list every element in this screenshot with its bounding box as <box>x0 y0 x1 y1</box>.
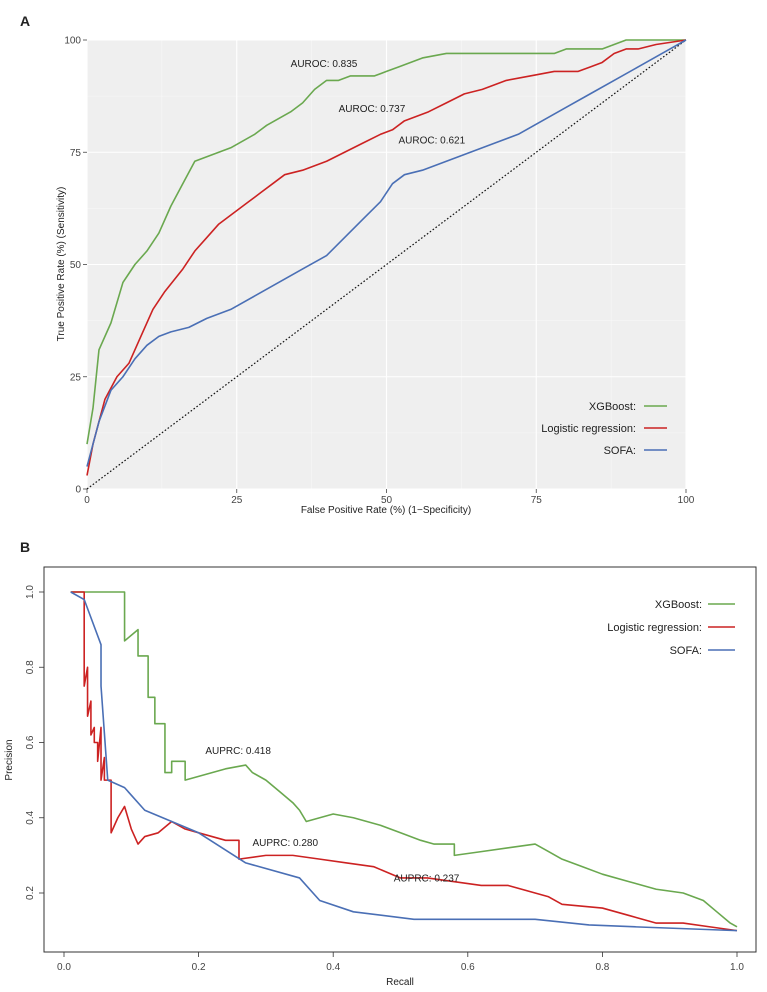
pr-x-tick-label: 0.0 <box>57 962 71 973</box>
roc-ticks: 0 25 50 75 100 0 25 50 75 100 <box>64 36 694 507</box>
roc-line-logistic-regression <box>86 39 687 476</box>
pr-annotations: AUPRC: 0.418 AUPRC: 0.280 AUPRC: 0.237 <box>205 746 459 885</box>
roc-y-tick-label: 25 <box>70 372 82 383</box>
roc-y-tick-label: 75 <box>70 148 82 159</box>
pr-ticks: 0.0 0.2 0.4 0.6 0.8 1.0 0.2 0.4 0.6 0.8 1.0 <box>25 585 744 973</box>
panel-label-b: B <box>20 539 30 555</box>
pr-x-tick-label: 0.4 <box>326 962 340 973</box>
roc-legend-label-logistic-regression: Logistic regression: <box>541 423 636 435</box>
roc-x-tick-label: 25 <box>231 495 243 506</box>
roc-legend: XGBoost: Logistic regression: SOFA: <box>541 401 667 457</box>
pr-line-sofa <box>70 591 738 932</box>
pr-x-tick-label: 0.8 <box>595 962 609 973</box>
pr-auprc-label: AUPRC: 0.280 <box>252 838 318 849</box>
roc-x-tick-label: 50 <box>381 495 393 506</box>
roc-auroc-label: AUROC: 0.621 <box>398 135 465 146</box>
roc-y-tick-label: 0 <box>75 485 81 496</box>
pr-legend-label-xgboost: XGBoost: <box>655 599 702 611</box>
pr-auprc-label: AUPRC: 0.237 <box>394 874 460 885</box>
roc-x-tick-label: 0 <box>84 495 90 506</box>
pr-y-axis-label: Precision <box>4 739 15 780</box>
pr-legend-label-sofa: SOFA: <box>670 645 702 657</box>
pr-y-tick-label: 0.2 <box>25 886 36 900</box>
pr-plot-frame <box>43 566 757 953</box>
pr-x-tick-label: 0.2 <box>192 962 206 973</box>
roc-line-sofa <box>86 39 687 467</box>
pr-series <box>70 591 738 932</box>
pr-line-xgboost <box>70 591 738 928</box>
roc-x-axis-label: False Positive Rate (%) (1−Specificity) <box>301 505 471 516</box>
pr-auprc-label: AUPRC: 0.418 <box>205 746 271 757</box>
pr-x-axis-label: Recall <box>386 977 414 988</box>
roc-series <box>86 39 687 476</box>
panel-label-a: A <box>20 13 30 29</box>
roc-line-xgboost <box>86 39 686 445</box>
pr-y-tick-label: 0.8 <box>25 660 36 674</box>
roc-y-tick-label: 100 <box>64 36 81 47</box>
pr-x-tick-label: 0.6 <box>461 962 475 973</box>
roc-annotations: AUROC: 0.835 AUROC: 0.737 AUROC: 0.621 <box>291 59 466 146</box>
pr-y-tick-label: 1.0 <box>25 585 36 599</box>
pr-y-tick-label: 0.6 <box>25 735 36 749</box>
roc-y-tick-label: 50 <box>70 260 82 271</box>
roc-chance-diagonal <box>86 39 687 490</box>
roc-auroc-label: AUROC: 0.737 <box>339 104 406 115</box>
roc-legend-label-xgboost: XGBoost: <box>589 401 636 413</box>
pr-line-logistic-regression <box>70 591 738 932</box>
roc-auroc-label: AUROC: 0.835 <box>291 59 358 70</box>
pr-legend: XGBoost: Logistic regression: SOFA: <box>607 599 735 657</box>
roc-x-tick-label: 75 <box>531 495 543 506</box>
roc-legend-label-sofa: SOFA: <box>604 445 636 457</box>
pr-x-tick-label: 1.0 <box>730 962 744 973</box>
roc-x-tick-label: 100 <box>678 495 695 506</box>
pr-y-tick-label: 0.4 <box>25 810 36 824</box>
roc-y-axis-label: True Positive Rate (%) (Sensitivity) <box>56 187 67 342</box>
pr-legend-label-logistic-regression: Logistic regression: <box>607 622 702 634</box>
pr-panel: B 0.0 0.2 0.4 0.6 0.8 1.0 0.2 0.4 0.6 0.8 1.0 AUPR… <box>4 539 757 988</box>
